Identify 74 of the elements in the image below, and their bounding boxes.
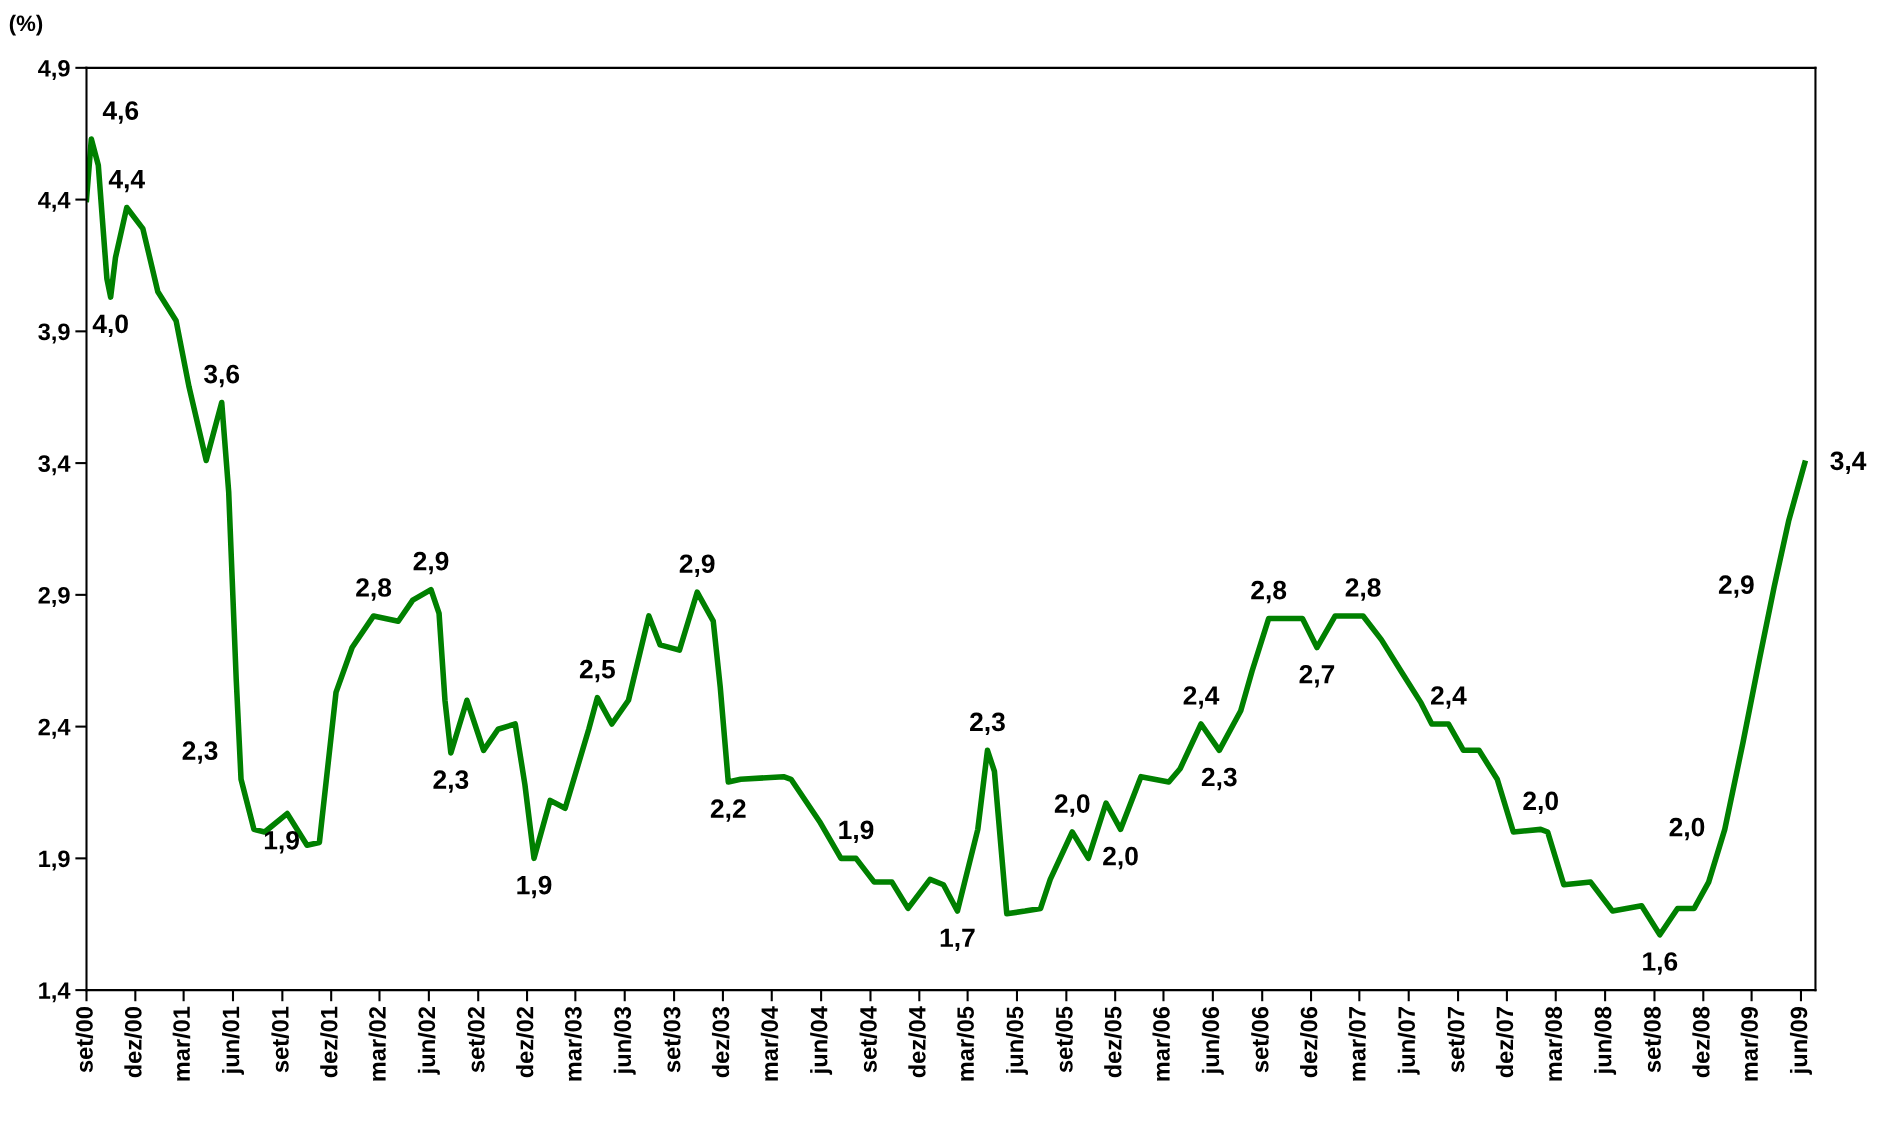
x-tick-label: mar/05 <box>956 1006 975 1081</box>
x-tick-label: dez/06 <box>1300 1006 1318 1078</box>
x-tick-label: mar/08 <box>1544 1006 1563 1081</box>
x-tick-label: dez/01 <box>320 1006 338 1078</box>
x-tick-label: mar/09 <box>1740 1006 1759 1081</box>
x-tick-label: mar/01 <box>172 1006 191 1081</box>
x-tick-label: set/02 <box>467 1007 485 1073</box>
annotation: 2,3 <box>970 712 1005 736</box>
annotation: 2,5 <box>579 659 615 683</box>
annotation: 2,2 <box>710 799 746 822</box>
annotation: 2,3 <box>433 770 469 793</box>
x-tick-label: jun/07 <box>1397 1007 1420 1075</box>
annotation: 2,9 <box>679 554 715 577</box>
y-tick-label: 1,9 <box>39 850 70 871</box>
annotation: 4,6 <box>102 101 139 124</box>
y-tick-label: 2,9 <box>38 586 70 608</box>
annotation: 4,4 <box>108 169 145 193</box>
x-tick-label: set/04 <box>859 1006 878 1073</box>
x-tick-label: jun/02 <box>417 1007 440 1075</box>
x-tick-label: mar/03 <box>564 1006 582 1081</box>
x-tick-label: dez/07 <box>1495 1007 1514 1078</box>
annotation: 2,0 <box>1523 791 1558 815</box>
annotation: 2,8 <box>1345 578 1381 601</box>
y-tick-label: 4,4 <box>38 191 71 212</box>
x-tick-label: mar/07 <box>1348 1007 1366 1081</box>
annotation: 2,8 <box>1251 580 1287 604</box>
x-tick-label: dez/05 <box>1104 1006 1122 1078</box>
annotation: 2,7 <box>1299 664 1335 688</box>
x-tick-label: jun/08 <box>1594 1006 1617 1075</box>
annotation: 2,9 <box>1718 575 1754 598</box>
annotation: 2,3 <box>1201 767 1237 791</box>
y-tick-label: 1,4 <box>39 982 71 1003</box>
annotation: 1,9 <box>264 830 299 854</box>
x-tick-label: jun/05 <box>1005 1006 1028 1075</box>
x-tick-label: dez/04 <box>908 1006 926 1078</box>
x-tick-label: set/07 <box>1447 1007 1465 1073</box>
x-tick-label: set/06 <box>1251 1006 1269 1073</box>
x-tick-label: mar/02 <box>368 1007 387 1081</box>
annotation: 2,3 <box>182 741 218 764</box>
x-tick-label: set/00 <box>75 1007 94 1073</box>
x-tick-label: dez/08 <box>1692 1006 1710 1078</box>
annotation: 2,9 <box>413 551 449 575</box>
x-tick-label: dez/02 <box>516 1007 534 1078</box>
x-tick-label: jun/03 <box>613 1006 636 1075</box>
annotation: 2,0 <box>1103 846 1138 870</box>
annotation: 3,4 <box>1830 451 1867 475</box>
annotation: 1,7 <box>940 928 975 951</box>
x-tick-label: dez/00 <box>124 1007 142 1078</box>
annotation: 1,9 <box>839 820 874 844</box>
x-tick-label: jun/01 <box>221 1006 244 1075</box>
x-tick-label: jun/06 <box>1201 1006 1224 1075</box>
y-tick-label: 3,4 <box>38 455 71 476</box>
x-tick-label: set/08 <box>1643 1006 1662 1073</box>
annotation: 3,6 <box>203 364 240 388</box>
y-axis-title: (%) <box>9 14 43 36</box>
x-tick-label: dez/03 <box>711 1006 730 1078</box>
x-tick-label: mar/06 <box>1152 1006 1171 1081</box>
annotation: 4,0 <box>92 314 128 337</box>
x-tick-label: jun/04 <box>810 1006 833 1075</box>
x-tick-label: set/01 <box>271 1006 289 1073</box>
annotation: 1,6 <box>1643 952 1678 975</box>
y-tick-label: 4,9 <box>38 59 70 81</box>
x-tick-label: set/03 <box>663 1006 681 1073</box>
annotation: 2,8 <box>356 578 392 601</box>
y-tick-label: 2,4 <box>38 718 71 739</box>
annotation: 2,0 <box>1054 794 1090 817</box>
y-tick-label: 3,9 <box>38 323 70 344</box>
annotation: 2,4 <box>1430 686 1467 709</box>
annotation: 2,0 <box>1669 817 1705 841</box>
x-tick-label: mar/04 <box>760 1006 779 1081</box>
x-tick-label: set/05 <box>1055 1006 1073 1073</box>
x-tick-label: jun/09 <box>1789 1006 1812 1075</box>
annotation: 1,9 <box>517 875 552 899</box>
annotation: 2,4 <box>1183 686 1220 709</box>
